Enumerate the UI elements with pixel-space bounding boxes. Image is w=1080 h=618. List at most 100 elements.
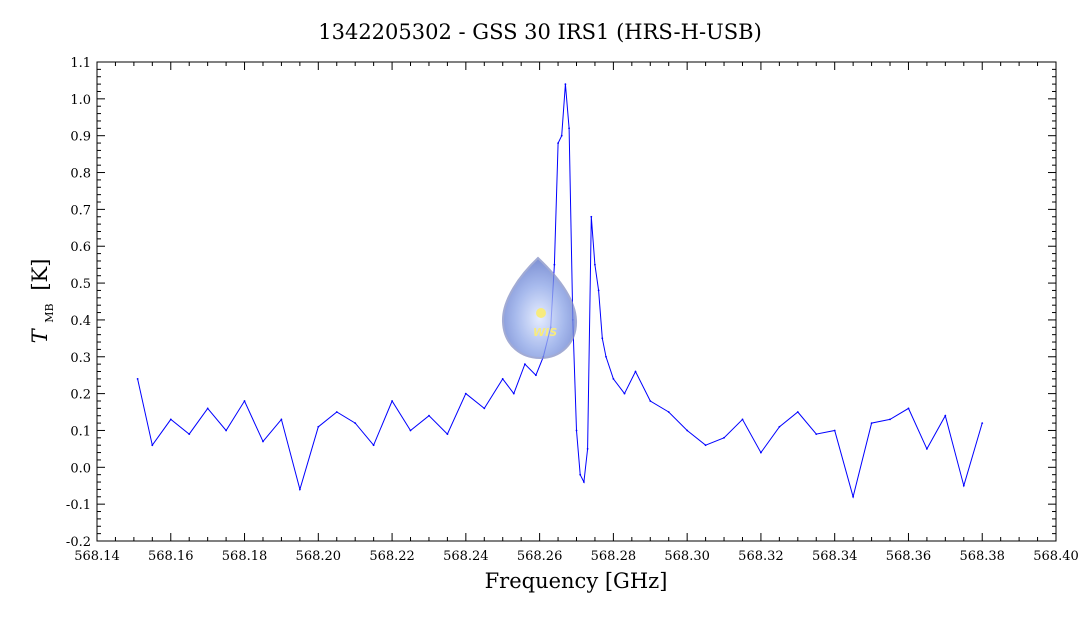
y-axis: -0.2 -0.1 0.0 0.1 0.2 0.3 0.4 0.5 0.6 0.7 0.8 0.9 1.… bbox=[66, 56, 1056, 550]
x-tick-label: 568.28 bbox=[591, 549, 637, 564]
data-point bbox=[704, 444, 707, 447]
data-point bbox=[605, 355, 607, 358]
chart-title: 1342205302 - GSS 30 IRS1 (HRS-H-USB) bbox=[318, 20, 762, 44]
data-point bbox=[889, 418, 891, 421]
data-point bbox=[723, 436, 725, 439]
data-point bbox=[553, 263, 556, 266]
y-tick-label: 0.0 bbox=[70, 461, 91, 476]
x-tick-label: 568.32 bbox=[738, 549, 784, 564]
x-tick-label: 568.30 bbox=[664, 549, 710, 564]
data-point bbox=[446, 433, 449, 435]
data-point bbox=[501, 378, 504, 380]
data-point bbox=[317, 425, 320, 428]
y-tick-label: 0.8 bbox=[70, 167, 91, 182]
data-point bbox=[464, 392, 467, 395]
data-point bbox=[136, 378, 139, 380]
y-tick-label: 1.1 bbox=[70, 56, 91, 71]
data-point bbox=[524, 363, 526, 365]
data-point bbox=[391, 400, 393, 402]
data-point bbox=[280, 418, 283, 421]
data-point bbox=[243, 400, 246, 402]
x-tick-label: 568.16 bbox=[148, 549, 194, 564]
data-point bbox=[354, 422, 357, 424]
data-point bbox=[535, 374, 537, 377]
y-tick-label: -0.1 bbox=[66, 498, 91, 513]
data-point bbox=[981, 422, 984, 424]
y-tick-label: 0.7 bbox=[70, 203, 91, 218]
data-point bbox=[483, 407, 486, 410]
data-point bbox=[686, 429, 689, 432]
y-tick-label: 0.9 bbox=[70, 130, 91, 145]
y-tick-label: 1.0 bbox=[70, 93, 91, 108]
y-axis-label: T MB [K] bbox=[28, 259, 58, 344]
data-point bbox=[590, 215, 593, 218]
y-tick-label: -0.2 bbox=[66, 535, 91, 550]
data-point bbox=[586, 448, 589, 450]
x-tick-label: 568.18 bbox=[222, 549, 268, 564]
y-tick-label: 0.3 bbox=[70, 351, 91, 366]
data-point bbox=[667, 411, 670, 413]
y-tick-label: 0.6 bbox=[70, 240, 91, 255]
data-point bbox=[907, 407, 910, 410]
data-point bbox=[597, 289, 600, 292]
data-point bbox=[634, 370, 637, 373]
x-tick-label: 568.20 bbox=[296, 549, 342, 564]
data-point bbox=[512, 392, 515, 395]
data-point bbox=[612, 378, 615, 380]
data-point bbox=[428, 414, 430, 417]
x-axis-label: Frequency [GHz] bbox=[485, 569, 668, 593]
data-point bbox=[262, 440, 264, 443]
data-point bbox=[870, 422, 873, 424]
x-tick-label: 568.34 bbox=[812, 549, 858, 564]
data-point bbox=[299, 488, 301, 491]
data-point bbox=[833, 429, 836, 432]
data-point bbox=[579, 473, 582, 476]
y-axis-label-main: T bbox=[28, 327, 52, 343]
data-point bbox=[623, 392, 626, 395]
data-point bbox=[962, 484, 965, 487]
data-point bbox=[151, 444, 154, 447]
data-point bbox=[778, 425, 781, 428]
x-tick-label: 568.40 bbox=[1033, 549, 1079, 564]
y-axis-label-sub: MB bbox=[43, 303, 56, 322]
data-point bbox=[206, 407, 209, 410]
data-point bbox=[760, 451, 762, 454]
data-point bbox=[601, 337, 604, 340]
data-point bbox=[335, 411, 338, 413]
data-point bbox=[564, 83, 567, 85]
data-point bbox=[741, 418, 744, 421]
data-point bbox=[594, 263, 596, 266]
data-point bbox=[568, 127, 570, 130]
svg-text:WIS: WIS bbox=[533, 326, 557, 339]
data-point bbox=[372, 444, 375, 447]
data-point bbox=[575, 429, 578, 432]
data-point bbox=[926, 448, 928, 450]
y-tick-label: 0.4 bbox=[70, 314, 91, 329]
data-point bbox=[169, 418, 172, 421]
y-tick-label: 0.5 bbox=[70, 277, 91, 292]
x-tick-label: 568.36 bbox=[886, 549, 932, 564]
x-tick-label: 568.14 bbox=[74, 549, 120, 564]
data-point bbox=[557, 142, 559, 145]
x-tick-label: 568.26 bbox=[517, 549, 563, 564]
x-tick-label: 568.24 bbox=[443, 549, 489, 564]
plot-frame bbox=[96, 61, 1057, 542]
svg-text:T MB [K]: T MB [K] bbox=[28, 259, 58, 344]
x-tick-label: 568.22 bbox=[369, 549, 415, 564]
data-point bbox=[225, 429, 228, 432]
x-axis: 568.14 568.16 568.18 568.20 568.22 568.24 568.… bbox=[74, 62, 1079, 564]
y-axis-label-unit: [K] bbox=[28, 259, 52, 291]
data-point bbox=[409, 429, 412, 432]
data-point bbox=[852, 495, 854, 498]
x-tick-label: 568.38 bbox=[959, 549, 1005, 564]
data-point bbox=[560, 134, 563, 137]
data-point bbox=[815, 433, 818, 435]
data-point bbox=[188, 433, 191, 435]
data-point bbox=[944, 414, 947, 417]
data-point bbox=[649, 400, 652, 402]
y-tick-label: 0.2 bbox=[70, 388, 91, 403]
data-point bbox=[796, 411, 799, 413]
wise-logo: WIS bbox=[501, 256, 578, 360]
y-tick-label: 0.1 bbox=[70, 424, 91, 439]
